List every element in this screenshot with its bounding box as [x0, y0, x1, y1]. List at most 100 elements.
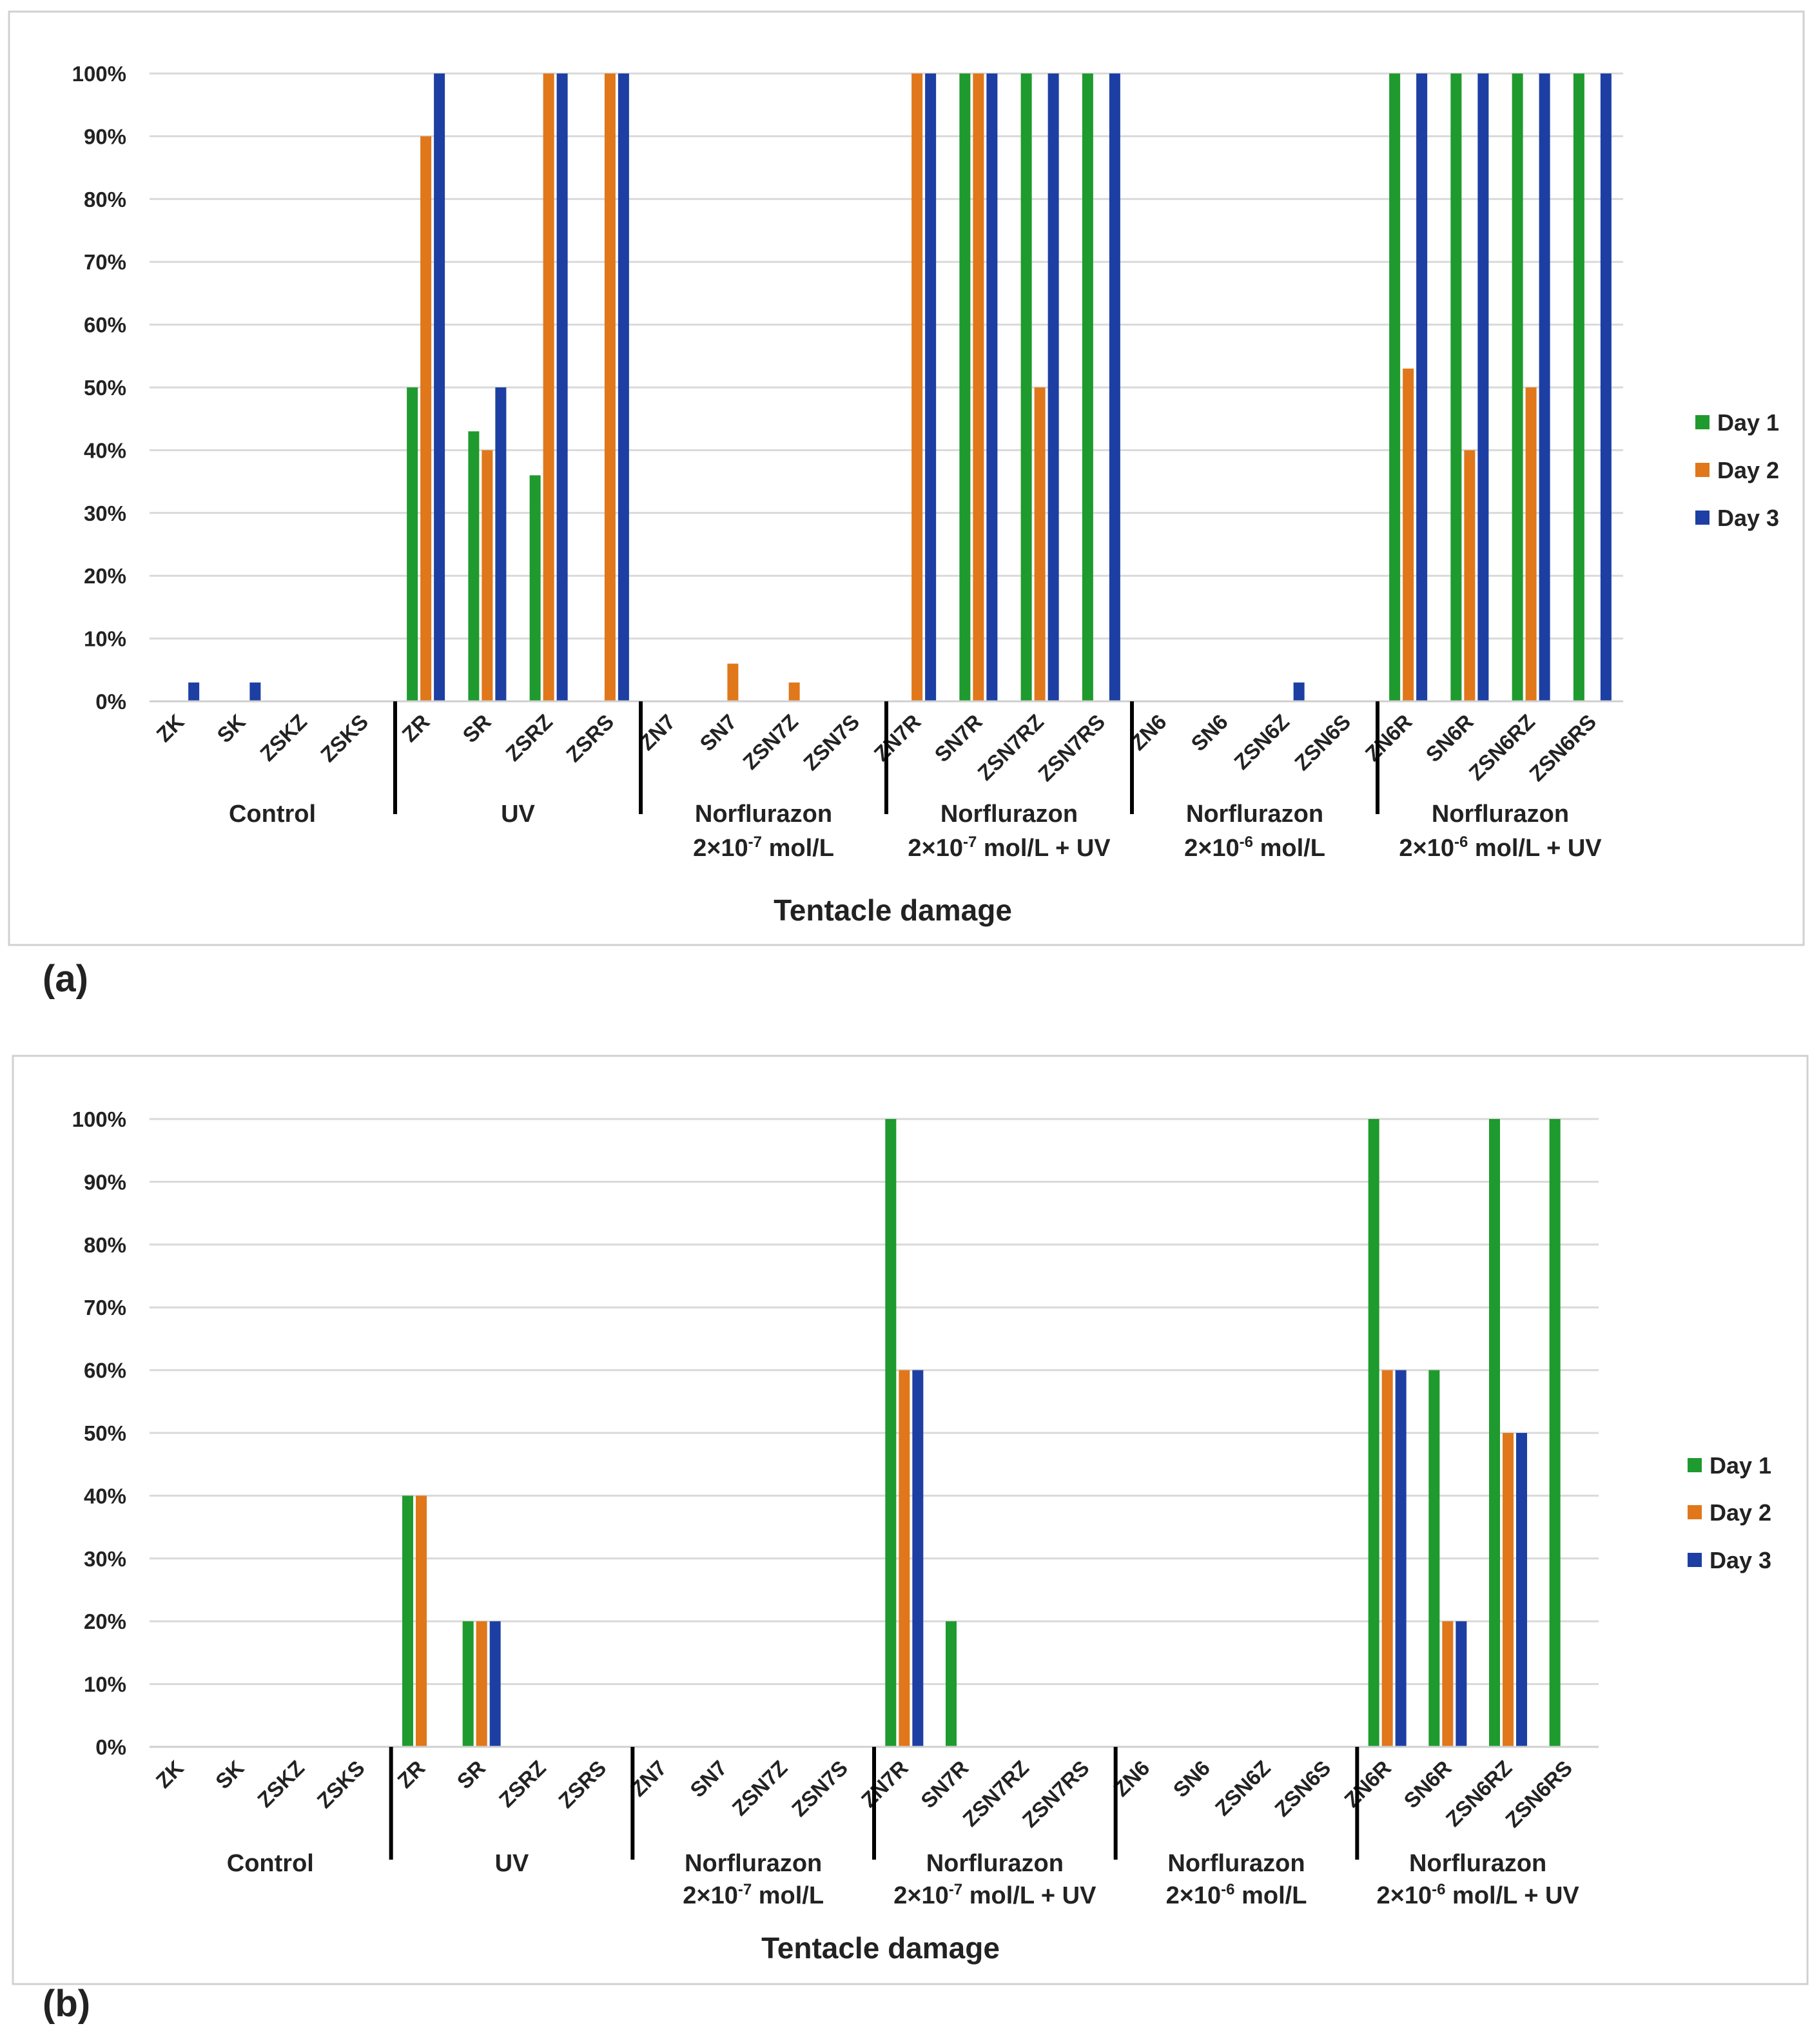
- group-sublabel: 2×10-7 mol/L + UV: [908, 833, 1111, 862]
- y-tick-label: 50%: [84, 376, 126, 400]
- bar-zn7r-day2: [899, 1370, 910, 1747]
- bar-zn6r-day3: [1395, 1370, 1407, 1747]
- bar-zr-day2: [420, 136, 432, 701]
- bar-sn6r-day3: [1456, 1621, 1467, 1747]
- bar-zn6r-day2: [1381, 1370, 1393, 1747]
- group-sublabel: 2×10-7 mol/L: [683, 1881, 824, 1909]
- y-tick-label: 30%: [84, 1547, 126, 1571]
- legend-swatch-day2: [1695, 463, 1710, 477]
- bar-sn6r-day1: [1450, 73, 1462, 701]
- legend-label: Day 3: [1710, 1547, 1771, 1573]
- legend-swatch-day3: [1688, 1553, 1702, 1567]
- bar-sr-day3: [489, 1621, 501, 1747]
- group-label: Norflurazon: [1409, 1850, 1546, 1877]
- bar-zsn6rz-day2: [1525, 387, 1537, 701]
- bar-sr-day3: [495, 387, 507, 701]
- bar-sn7r-day1: [946, 1621, 957, 1747]
- legend-swatch-day3: [1695, 511, 1710, 525]
- bar-zsn6rz-day3: [1516, 1433, 1527, 1747]
- bar-sr-day1: [468, 431, 480, 701]
- bar-sn7-day2: [727, 663, 739, 701]
- bar-zn6r-day1: [1389, 73, 1401, 701]
- chart-panel-b: 0%10%20%30%40%50%60%70%80%90%100%ZK SK ZSK…: [12, 1055, 1809, 1985]
- y-tick-label: 20%: [84, 1610, 126, 1633]
- group-label: UV: [501, 801, 535, 828]
- group-sublabel: 2×10-6 mol/L + UV: [1399, 833, 1602, 862]
- bar-zsrz-day1: [529, 475, 541, 701]
- y-tick-label: 100%: [72, 1107, 126, 1131]
- bar-zr-day2: [416, 1495, 427, 1747]
- bar-zsn7rz-day2: [1034, 387, 1046, 701]
- bar-zsn6rs-day1: [1573, 73, 1584, 701]
- panel-label: (b): [43, 1983, 90, 2025]
- panel-label: (a): [43, 958, 88, 1000]
- y-tick-label: 10%: [84, 1673, 126, 1697]
- bar-zk-day3: [188, 682, 200, 701]
- chart-panel-a: 0%10%20%30%40%50%60%70%80%90%100%ZK SK ZSK…: [8, 10, 1805, 946]
- y-tick-label: 10%: [84, 627, 126, 651]
- legend-label: Day 2: [1717, 457, 1779, 483]
- group-label: Norflurazon: [695, 801, 832, 828]
- bar-zsn6z-day3: [1293, 682, 1305, 701]
- group-sublabel: 2×10-6 mol/L: [1166, 1881, 1307, 1909]
- bar-zsn6rs-day1: [1549, 1119, 1561, 1747]
- x-axis-title: Tentacle damage: [774, 893, 1012, 927]
- bar-zr-day1: [407, 387, 418, 701]
- bar-zsn7rs-day1: [1082, 73, 1093, 701]
- bar-zn7r-day3: [912, 1370, 924, 1747]
- chart-frame: [12, 1055, 1809, 1985]
- y-tick-label: 30%: [84, 501, 126, 525]
- group-sublabel: 2×10-7 mol/L: [693, 833, 834, 862]
- x-axis-title: Tentacle damage: [761, 1931, 1000, 1965]
- bar-zsrz-day2: [543, 73, 554, 701]
- bar-sn7r-day1: [959, 73, 971, 701]
- bar-sr-day2: [476, 1621, 487, 1747]
- legend-swatch-day2: [1688, 1505, 1702, 1519]
- y-tick-label: 90%: [84, 124, 126, 148]
- bar-zsn6rz-day1: [1489, 1119, 1500, 1747]
- legend-label: Day 1: [1710, 1452, 1771, 1479]
- bar-zsn6rs-day3: [1600, 73, 1612, 701]
- bar-sn7r-day3: [986, 73, 998, 701]
- bar-sn6r-day1: [1428, 1370, 1440, 1747]
- bar-zsn6rz-day1: [1512, 73, 1523, 701]
- bar-zsn7rz-day1: [1020, 73, 1032, 701]
- y-tick-label: 40%: [84, 1484, 126, 1508]
- y-tick-label: 90%: [84, 1170, 126, 1194]
- bar-zr-day1: [402, 1495, 413, 1747]
- bar-zsn6rz-day3: [1539, 73, 1550, 701]
- y-tick-label: 70%: [84, 250, 126, 274]
- bar-sr-day2: [482, 450, 493, 701]
- y-tick-label: 20%: [84, 564, 126, 588]
- group-label: Norflurazon: [1432, 801, 1569, 828]
- bar-zsn6rz-day2: [1503, 1433, 1514, 1747]
- group-label: Norflurazon: [926, 1850, 1064, 1877]
- bar-zsn7z-day2: [788, 682, 800, 701]
- bar-zn6r-day3: [1416, 73, 1428, 701]
- bar-zsrs-day3: [618, 73, 629, 701]
- group-sublabel: 2×10-6 mol/L + UV: [1377, 1881, 1580, 1909]
- bar-zr-day3: [434, 73, 445, 701]
- group-sublabel: 2×10-6 mol/L: [1184, 833, 1325, 862]
- bar-zn6r-day1: [1368, 1119, 1379, 1747]
- y-tick-label: 80%: [84, 1233, 126, 1257]
- bar-zsrs-day2: [604, 73, 616, 701]
- legend-swatch-day1: [1688, 1458, 1702, 1472]
- bar-sn6r-day3: [1477, 73, 1489, 701]
- group-label: Norflurazon: [685, 1850, 822, 1877]
- legend-label: Day 1: [1717, 409, 1779, 436]
- group-label: Control: [229, 801, 316, 828]
- legend-label: Day 3: [1717, 505, 1779, 531]
- legend-swatch-day1: [1695, 415, 1710, 429]
- y-tick-label: 0%: [95, 1735, 126, 1759]
- group-label: Control: [227, 1850, 314, 1877]
- bar-zn6r-day2: [1403, 368, 1414, 701]
- bar-zsn7rs-day3: [1109, 73, 1120, 701]
- group-label: UV: [495, 1850, 529, 1877]
- y-tick-label: 60%: [84, 1359, 126, 1383]
- y-tick-label: 40%: [84, 438, 126, 462]
- y-tick-label: 60%: [84, 313, 126, 337]
- legend-label: Day 2: [1710, 1499, 1771, 1526]
- bar-sk-day3: [249, 682, 261, 701]
